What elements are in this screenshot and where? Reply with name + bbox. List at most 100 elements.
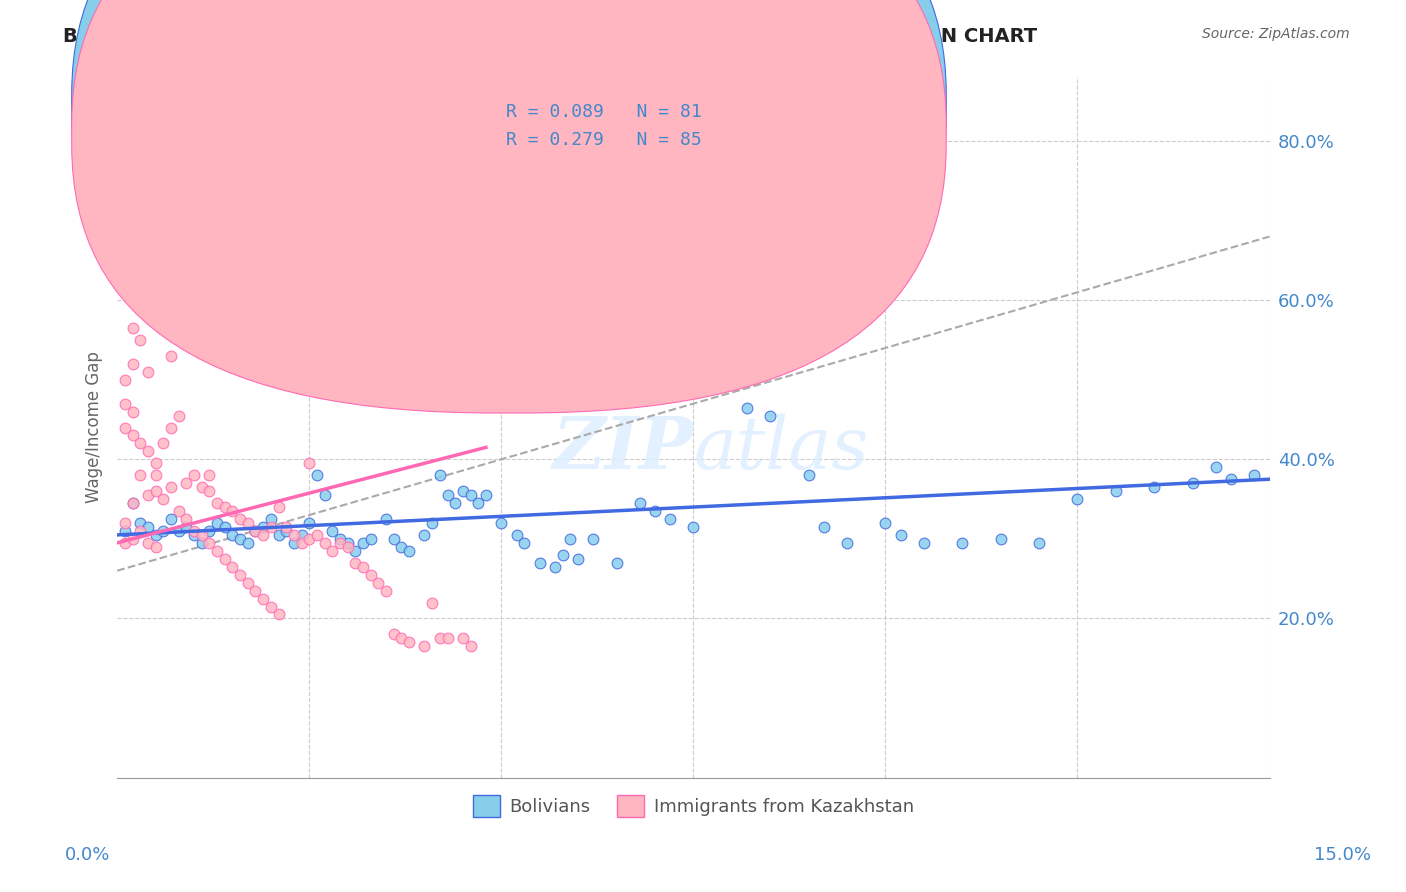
Point	[145, 528, 167, 542]
Point	[167, 297, 190, 311]
Point	[129, 468, 152, 483]
Point	[252, 528, 274, 542]
Point	[183, 524, 205, 538]
Point	[544, 559, 567, 574]
Point	[129, 436, 152, 450]
Point	[290, 528, 312, 542]
Text: atlas: atlas	[693, 413, 869, 483]
Point	[136, 444, 159, 458]
Point	[145, 540, 167, 554]
Point	[276, 524, 298, 538]
Point	[129, 194, 152, 208]
Point	[229, 532, 252, 546]
Point	[321, 544, 343, 558]
Point	[950, 536, 973, 550]
Text: BOLIVIAN VS IMMIGRANTS FROM KAZAKHSTAN WAGE/INCOME GAP CORRELATION CHART: BOLIVIAN VS IMMIGRANTS FROM KAZAKHSTAN W…	[63, 27, 1038, 45]
Point	[875, 516, 897, 530]
Point	[529, 556, 551, 570]
Point	[114, 420, 136, 434]
Point	[176, 520, 198, 534]
Point	[114, 373, 136, 387]
Point	[1066, 492, 1088, 507]
Point	[190, 536, 212, 550]
Text: R = 0.279   N = 85: R = 0.279 N = 85	[506, 131, 702, 149]
Point	[183, 468, 205, 483]
Point	[344, 556, 367, 570]
Point	[260, 512, 283, 526]
Point	[1105, 484, 1128, 499]
Point	[252, 591, 274, 606]
Point	[382, 532, 405, 546]
Legend: Bolivians, Immigrants from Kazakhstan: Bolivians, Immigrants from Kazakhstan	[465, 788, 921, 824]
Point	[314, 536, 336, 550]
Point	[720, 373, 742, 387]
Point	[114, 397, 136, 411]
Point	[260, 520, 283, 534]
Point	[245, 524, 267, 538]
Point	[321, 524, 343, 538]
Point	[229, 567, 252, 582]
Point	[121, 428, 143, 442]
Point	[352, 536, 374, 550]
Point	[835, 536, 858, 550]
Point	[329, 532, 352, 546]
Point	[152, 524, 174, 538]
Point	[136, 365, 159, 379]
Y-axis label: Wage/Income Gap: Wage/Income Gap	[86, 351, 103, 503]
Point	[229, 512, 252, 526]
Point	[190, 480, 212, 494]
Point	[560, 532, 582, 546]
Point	[298, 532, 321, 546]
Point	[205, 544, 228, 558]
Point	[582, 532, 605, 546]
Point	[606, 556, 628, 570]
Point	[221, 504, 243, 518]
Point	[644, 504, 666, 518]
Point	[298, 456, 321, 470]
Point	[198, 536, 221, 550]
Point	[890, 528, 912, 542]
Point	[352, 559, 374, 574]
Point	[221, 528, 243, 542]
Point	[252, 520, 274, 534]
Point	[797, 468, 820, 483]
Point	[990, 532, 1012, 546]
Point	[360, 532, 382, 546]
Point	[160, 349, 183, 363]
Point	[267, 528, 290, 542]
Point	[160, 420, 183, 434]
Text: ZIP: ZIP	[553, 413, 693, 484]
Point	[329, 536, 352, 550]
Point	[398, 635, 420, 649]
Point	[205, 496, 228, 510]
Point	[183, 528, 205, 542]
Text: 15.0%: 15.0%	[1315, 846, 1371, 863]
Point	[460, 640, 482, 654]
Point	[391, 632, 413, 646]
Text: Source: ZipAtlas.com: Source: ZipAtlas.com	[1202, 27, 1350, 41]
Point	[129, 524, 152, 538]
Point	[429, 632, 451, 646]
Point	[451, 632, 474, 646]
Point	[236, 516, 259, 530]
Point	[567, 551, 589, 566]
Point	[121, 357, 143, 371]
Point	[176, 476, 198, 491]
Point	[145, 484, 167, 499]
Point	[912, 536, 935, 550]
Point	[360, 567, 382, 582]
Point	[475, 488, 498, 502]
Point	[436, 632, 458, 646]
Point	[152, 273, 174, 287]
Point	[205, 516, 228, 530]
Point	[298, 516, 321, 530]
Point	[245, 583, 267, 598]
Point	[283, 536, 305, 550]
Point	[214, 500, 236, 514]
Point	[267, 607, 290, 622]
Point	[245, 524, 267, 538]
Point	[121, 404, 143, 418]
Point	[375, 512, 398, 526]
Point	[759, 409, 782, 423]
Point	[290, 536, 312, 550]
